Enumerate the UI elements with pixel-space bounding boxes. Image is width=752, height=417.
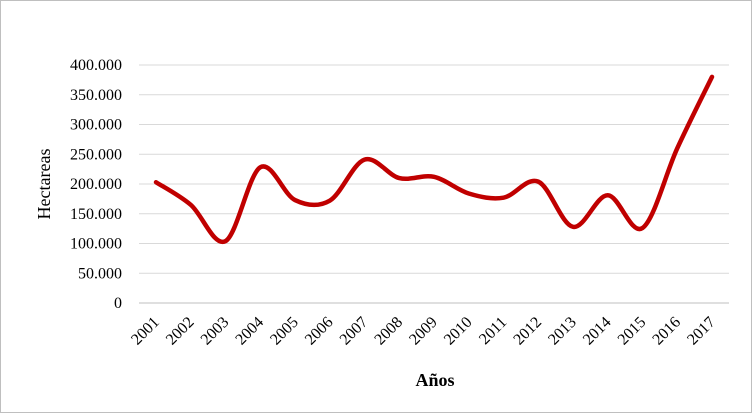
x-tick-label: 2015 xyxy=(615,314,650,349)
x-tick-label: 2017 xyxy=(684,314,719,349)
x-tick-label: 2006 xyxy=(302,314,337,349)
x-tick-label: 2008 xyxy=(371,314,406,349)
x-tick-label: 2009 xyxy=(406,314,441,349)
x-tick-label: 2005 xyxy=(267,314,302,349)
x-tick-label: 2013 xyxy=(545,314,580,349)
y-tick-label: 400.000 xyxy=(70,57,122,74)
x-tick-label: 2001 xyxy=(128,314,163,349)
y-tick-label: 50.000 xyxy=(78,265,122,282)
x-tick-label: 2007 xyxy=(337,314,372,349)
x-tick-label: 2004 xyxy=(232,314,267,349)
x-tick-label: 2012 xyxy=(510,314,545,349)
x-tick-label: 2014 xyxy=(580,314,615,349)
y-tick-label: 100.000 xyxy=(70,236,122,253)
series-layer xyxy=(153,74,715,244)
x-tick-label: 2010 xyxy=(441,314,476,349)
y-tick-label: 0 xyxy=(114,295,122,312)
y-axis-title: Hectareas xyxy=(34,149,54,220)
x-tick-label: 2002 xyxy=(163,314,198,349)
y-tick-label: 300.000 xyxy=(70,117,122,134)
series-line xyxy=(153,74,715,244)
y-axis-tick-labels: 0 50.000 100.000 150.000 200.000 250.000 300.0… xyxy=(70,57,122,312)
x-tick-label: 2003 xyxy=(198,314,233,349)
y-tick-label: 250.000 xyxy=(70,146,122,163)
y-tick-label: 200.000 xyxy=(70,176,122,193)
x-tick-label: 2016 xyxy=(649,314,684,349)
x-tick-label: 2011 xyxy=(476,314,510,348)
x-axis-tick-labels: 2001 2002 2003 2004 2005 2006 2007 2008 2009 2010… xyxy=(128,314,719,349)
y-tick-label: 350.000 xyxy=(70,87,122,104)
x-axis-title: Años xyxy=(415,370,454,390)
y-tick-label: 150.000 xyxy=(70,206,122,223)
